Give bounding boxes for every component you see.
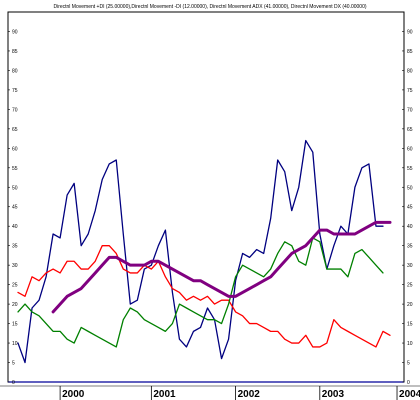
series-line-1: [17, 245, 391, 348]
x-tick-label-4: 2004: [399, 389, 420, 400]
x-tick-label-1: 2001: [153, 389, 176, 400]
y-tick-label-right-6: 30: [407, 263, 413, 269]
y-tick-label-right-18: 90: [407, 29, 413, 35]
y-tick-label-left-9: 45: [12, 205, 18, 211]
y-tick-label-left-14: 70: [12, 107, 18, 113]
y-tick-label-left-1: 5: [12, 361, 15, 367]
y-tick-label-right-16: 80: [407, 68, 413, 74]
series-line-0: [17, 139, 384, 364]
y-tick-label-left-4: 20: [12, 302, 18, 308]
y-tick-label-right-8: 40: [407, 224, 413, 230]
y-tick-label-left-15: 75: [12, 88, 18, 94]
y-tick-label-left-5: 25: [12, 283, 18, 289]
y-tick-label-left-3: 15: [12, 322, 18, 328]
y-tick-label-left-0: 0: [12, 380, 15, 386]
series-group: [17, 139, 392, 364]
y-tick-label-right-3: 15: [407, 322, 413, 328]
x-axis: 20002001200220032004200: [59, 386, 420, 400]
y-tick-label-left-13: 65: [12, 127, 18, 133]
y-tick-label-right-7: 35: [407, 244, 413, 250]
series-line-3: [51, 220, 392, 314]
right-y-axis: 0 5 10 15 20 25 30 35 40 45 50 55 60 65 70 75 80 85 90: [402, 29, 413, 386]
y-tick-label-left-7: 35: [12, 244, 18, 250]
y-tick-label-right-15: 75: [407, 88, 413, 94]
y-tick-label-right-12: 60: [407, 146, 413, 152]
y-tick-label-left-8: 40: [12, 224, 18, 230]
y-tick-label-left-10: 50: [12, 185, 18, 191]
y-tick-label-right-11: 55: [407, 166, 413, 172]
y-tick-label-right-2: 10: [407, 341, 413, 347]
x-tick-label-0: 2000: [62, 389, 85, 400]
y-tick-label-right-1: 5: [407, 361, 410, 367]
y-tick-label-left-2: 10: [12, 341, 18, 347]
x-tick-label-2: 2002: [238, 389, 261, 400]
chart-title: Directnl Movement +DI (25.00000),Directn…: [53, 4, 366, 10]
y-tick-label-left-6: 30: [12, 263, 18, 269]
y-tick-label-right-9: 45: [407, 205, 413, 211]
plot-area-border: [7, 11, 405, 383]
x-tick-label-3: 2003: [322, 389, 345, 400]
y-tick-label-right-10: 50: [407, 185, 413, 191]
y-tick-label-right-5: 25: [407, 283, 413, 289]
y-tick-label-left-16: 80: [12, 68, 18, 74]
y-tick-label-left-18: 90: [12, 29, 18, 35]
y-tick-label-right-17: 85: [407, 49, 413, 55]
y-tick-label-right-14: 70: [407, 107, 413, 113]
y-tick-label-right-0: 0: [407, 380, 410, 386]
series-line-2: [17, 237, 384, 348]
y-tick-label-left-12: 60: [12, 146, 18, 152]
y-tick-label-right-4: 20: [407, 302, 413, 308]
y-tick-label-right-13: 65: [407, 127, 413, 133]
y-tick-label-left-17: 85: [12, 49, 18, 55]
left-y-axis: 0 5 10 15 20 25 30 35 40 45 50 55 60 65 70 75 80 85 90: [8, 29, 18, 386]
y-tick-label-left-11: 55: [12, 166, 18, 172]
